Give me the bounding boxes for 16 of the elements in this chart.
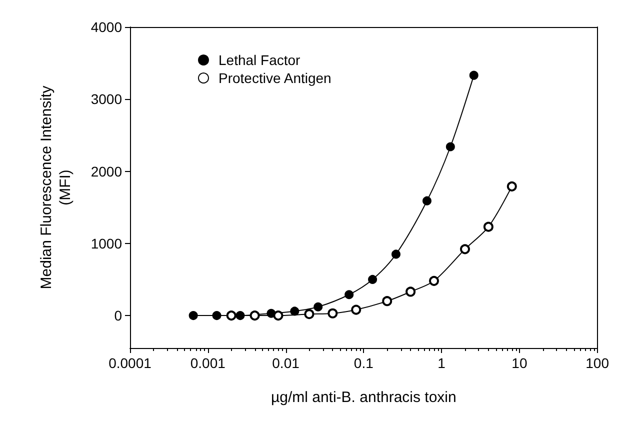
legend-label: Lethal Factor [218, 52, 301, 68]
x-tick-label: 0.001 [190, 355, 226, 371]
x-tick-label: 10 [512, 355, 528, 371]
x-tick-label: 0.01 [272, 355, 300, 371]
x-tick-label: 0.1 [354, 355, 374, 371]
x-axis-title: µg/ml anti-B. anthracis toxin [270, 389, 456, 406]
legend-label: Protective Antigen [218, 70, 332, 86]
x-tick-label: 0.0001 [108, 355, 152, 371]
y-tick-label: 4000 [90, 19, 122, 35]
y-tick-label: 1000 [90, 235, 122, 252]
y-tick-label: 0 [114, 308, 122, 324]
y-tick-label: 2000 [90, 163, 122, 180]
x-tick-label: 1 [438, 355, 446, 371]
y-axis-title: Median Fluorescence Intensity (MFI) [38, 85, 74, 290]
x-tick-label: 100 [586, 355, 610, 371]
y-tick-label: 3000 [90, 91, 122, 108]
